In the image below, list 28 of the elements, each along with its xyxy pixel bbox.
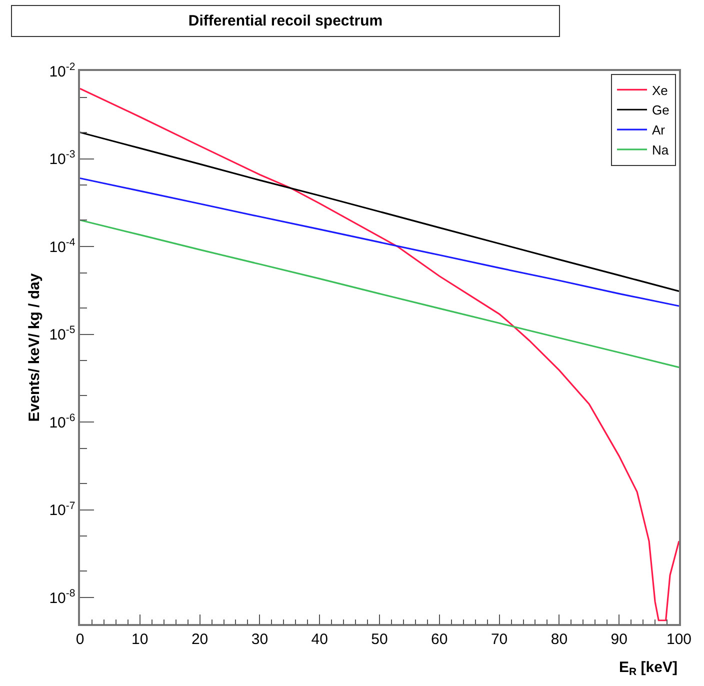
x-tick-label: 90 — [610, 630, 628, 648]
x-tick-label: 10 — [132, 630, 148, 648]
y-tick-label: 10$^{-5}$ — [49, 324, 76, 344]
x-tick-label: 30 — [251, 630, 268, 648]
y-tick-label: 10$^{-2}$ — [49, 60, 76, 80]
line-series — [80, 88, 679, 622]
legend-label: Na — [652, 142, 670, 158]
y-tick-label: 10$^{-6}$ — [49, 412, 76, 432]
y-tick-label: 10$^{-7}$ — [49, 500, 76, 520]
x-tick-label: 40 — [311, 630, 328, 648]
x-tick-label: 0 — [76, 630, 84, 648]
y-tick-label: 10$^{-4}$ — [49, 236, 76, 256]
y-tick-label: 10$^{-3}$ — [49, 148, 76, 168]
x-axis-title: E$_{R}$ [keV] — [619, 659, 678, 678]
x-tick-label: 20 — [191, 630, 208, 648]
y-axis-title: Events/ keV/ kg / day — [26, 272, 43, 422]
legend-label: Ar — [652, 122, 666, 138]
x-tick-label: 80 — [550, 630, 568, 648]
x-tick-label: 50 — [371, 630, 388, 648]
line-series — [80, 219, 679, 368]
line-series — [80, 177, 679, 307]
x-tick-label: 100 — [666, 630, 692, 648]
legend-label: Xe — [652, 82, 668, 98]
y-tick-label: 10$^{-8}$ — [49, 588, 76, 607]
chart-title: Differential recoil spectrum — [188, 12, 383, 30]
x-tick-label: 70 — [490, 630, 508, 648]
x-tick-label: 60 — [431, 630, 448, 648]
legend-label: Ge — [652, 102, 670, 118]
